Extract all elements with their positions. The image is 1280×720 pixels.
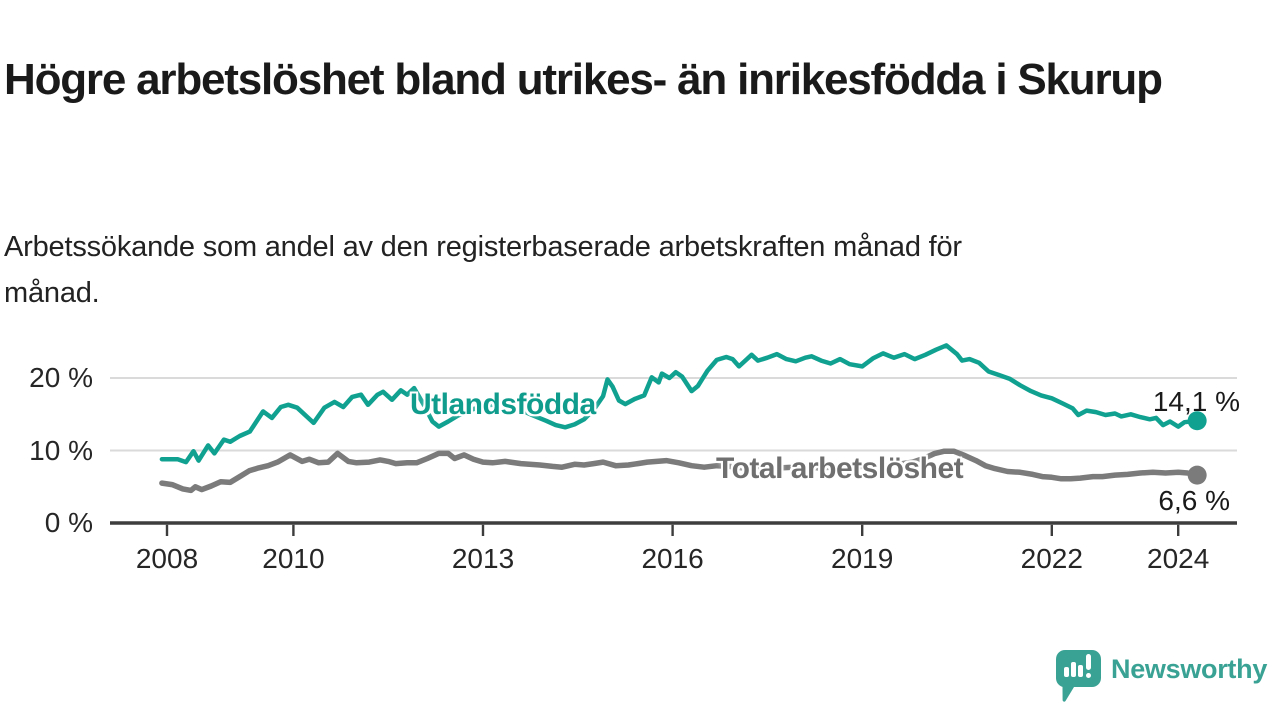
end-value-label-total: 6,6 % (1158, 485, 1230, 516)
x-axis-label-2010: 2010 (262, 543, 325, 574)
y-axis-label-10: 10 % (29, 434, 93, 466)
x-axis-label-2008: 2008 (135, 543, 199, 574)
y-axis-label-0: 0 % (44, 507, 93, 538)
end-value-label-utlandsfodda: 14,1 % (1152, 386, 1240, 417)
page-title: Högre arbetslöshet bland utrikes- än inr… (4, 55, 1163, 105)
series-line-total (159, 448, 1200, 494)
series-line-utlandsfodda (159, 343, 1200, 465)
series-label-utlandsfodda: Utlandsfödda (410, 388, 596, 421)
chart-subtitle: Arbetssökande som andel av den registerb… (4, 231, 962, 309)
x-axis (110, 521, 1237, 536)
chart-series-lines (159, 343, 1200, 494)
x-axis-label-2016: 2016 (641, 543, 704, 574)
chart-gridlines (110, 377, 1237, 452)
series-label-total-arbetsloshet: Total arbetslöshet (716, 452, 964, 485)
bar-chart-speech-bubble-icon (1056, 650, 1101, 702)
end-dot-utlandsfodda (1187, 411, 1207, 431)
chart-end-dots (1187, 411, 1207, 485)
newsworthy-logo-text: Newsworthy (1111, 654, 1268, 684)
end-dot-total (1187, 465, 1207, 485)
x-axis-label-2022: 2022 (1020, 543, 1083, 574)
x-axis-label-2024: 2024 (1147, 543, 1210, 574)
x-axis-label-2013: 2013 (451, 543, 515, 574)
y-axis-label-20: 20 % (29, 362, 93, 393)
x-axis-label-2019: 2019 (831, 543, 894, 574)
newsworthy-logo: Newsworthy (1056, 650, 1267, 703)
